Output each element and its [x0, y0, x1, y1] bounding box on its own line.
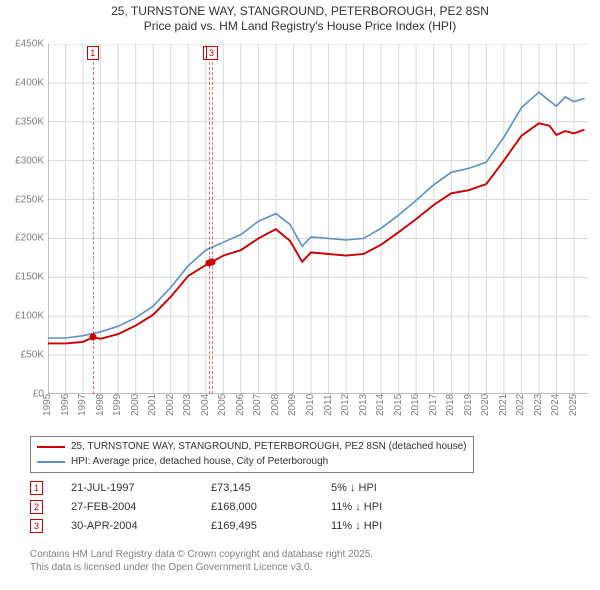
marker-line	[209, 62, 210, 394]
x-tick-label: 2010	[305, 394, 316, 416]
attribution-line-1: Contains HM Land Registry data © Crown c…	[30, 548, 373, 561]
marker-flag: 1	[87, 46, 99, 60]
legend-label: 25, TURNSTONE WAY, STANGROUND, PETERBORO…	[71, 440, 467, 455]
x-tick-label: 2007	[252, 394, 263, 416]
sale-date: 27-FEB-2004	[71, 501, 211, 513]
title-line-2: Price paid vs. HM Land Registry's House …	[0, 19, 600, 34]
marker-flag: 3	[206, 46, 218, 60]
chart-title: 25, TURNSTONE WAY, STANGROUND, PETERBORO…	[0, 0, 600, 34]
chart-container: 25, TURNSTONE WAY, STANGROUND, PETERBORO…	[0, 0, 600, 590]
x-tick-label: 2008	[270, 394, 281, 416]
sale-row: 1 21-JUL-1997£73,1455% ↓ HPI	[30, 478, 451, 497]
x-tick-label: 2006	[235, 394, 246, 416]
x-tick-label: 2024	[550, 394, 561, 416]
sale-row: 3 30-APR-2004£169,49511% ↓ HPI	[30, 516, 451, 535]
sale-price: £168,000	[211, 501, 331, 513]
legend-item: HPI: Average price, detached house, City…	[37, 455, 467, 470]
x-tick-label: 1998	[95, 394, 106, 416]
x-tick-label: 2016	[410, 394, 421, 416]
legend: 25, TURNSTONE WAY, STANGROUND, PETERBORO…	[30, 436, 474, 473]
y-tick-label: £100K	[15, 311, 44, 322]
y-tick-label: £50K	[21, 350, 44, 361]
sale-delta: 11% ↓ HPI	[331, 520, 451, 532]
y-tick-label: £450K	[15, 39, 44, 50]
sale-marker-box: 2	[30, 500, 43, 514]
plot-area: 123	[48, 44, 588, 394]
legend-swatch	[37, 461, 65, 463]
x-tick-label: 2013	[358, 394, 369, 416]
y-tick-label: £300K	[15, 155, 44, 166]
y-tick-label: £400K	[15, 77, 44, 88]
x-tick-label: 2017	[428, 394, 439, 416]
sale-price: £73,145	[211, 482, 331, 494]
sale-delta: 11% ↓ HPI	[331, 501, 451, 513]
sale-delta: 5% ↓ HPI	[331, 482, 451, 494]
marker-dot	[89, 334, 96, 341]
legend-item: 25, TURNSTONE WAY, STANGROUND, PETERBORO…	[37, 440, 467, 455]
x-tick-label: 2014	[375, 394, 386, 416]
sale-date: 21-JUL-1997	[71, 482, 211, 494]
x-tick-label: 2002	[165, 394, 176, 416]
x-tick-label: 1996	[60, 394, 71, 416]
attribution-line-2: This data is licensed under the Open Gov…	[30, 561, 373, 574]
x-tick-label: 2022	[515, 394, 526, 416]
x-tick-label: 1997	[77, 394, 88, 416]
x-tick-label: 2018	[445, 394, 456, 416]
sale-row: 2 27-FEB-2004£168,00011% ↓ HPI	[30, 497, 451, 516]
x-tick-label: 2004	[200, 394, 211, 416]
x-tick-label: 1999	[112, 394, 123, 416]
chart-svg	[48, 44, 588, 394]
x-tick-label: 2012	[340, 394, 351, 416]
sale-date: 30-APR-2004	[71, 520, 211, 532]
y-axis-ticks: £0£50K£100K£150K£200K£250K£300K£350K£400…	[0, 44, 46, 394]
attribution: Contains HM Land Registry data © Crown c…	[30, 548, 373, 574]
legend-swatch	[37, 446, 65, 448]
x-tick-label: 2019	[463, 394, 474, 416]
x-tick-label: 2015	[393, 394, 404, 416]
marker-dot	[208, 259, 215, 266]
x-tick-label: 2020	[480, 394, 491, 416]
y-tick-label: £350K	[15, 116, 44, 127]
y-tick-label: £150K	[15, 272, 44, 283]
y-tick-label: £250K	[15, 194, 44, 205]
marker-line	[212, 62, 213, 394]
x-axis-ticks: 1995199619971998199920002001200220032004…	[48, 398, 588, 438]
x-tick-label: 1995	[42, 394, 53, 416]
x-tick-label: 2023	[533, 394, 544, 416]
x-tick-label: 2000	[130, 394, 141, 416]
title-line-1: 25, TURNSTONE WAY, STANGROUND, PETERBORO…	[0, 4, 600, 19]
x-tick-label: 2021	[498, 394, 509, 416]
x-tick-label: 2011	[323, 394, 334, 416]
x-tick-label: 2001	[147, 394, 158, 416]
sale-marker-box: 3	[30, 519, 43, 533]
x-tick-label: 2025	[568, 394, 579, 416]
sales-table: 1 21-JUL-1997£73,1455% ↓ HPI 2 27-FEB-2004£…	[30, 478, 451, 535]
x-tick-label: 2009	[287, 394, 298, 416]
marker-line	[93, 62, 94, 394]
sale-marker-box: 1	[30, 481, 43, 495]
x-tick-label: 2005	[217, 394, 228, 416]
x-tick-label: 2003	[182, 394, 193, 416]
legend-label: HPI: Average price, detached house, City…	[71, 455, 328, 470]
y-tick-label: £200K	[15, 233, 44, 244]
sale-price: £169,495	[211, 520, 331, 532]
